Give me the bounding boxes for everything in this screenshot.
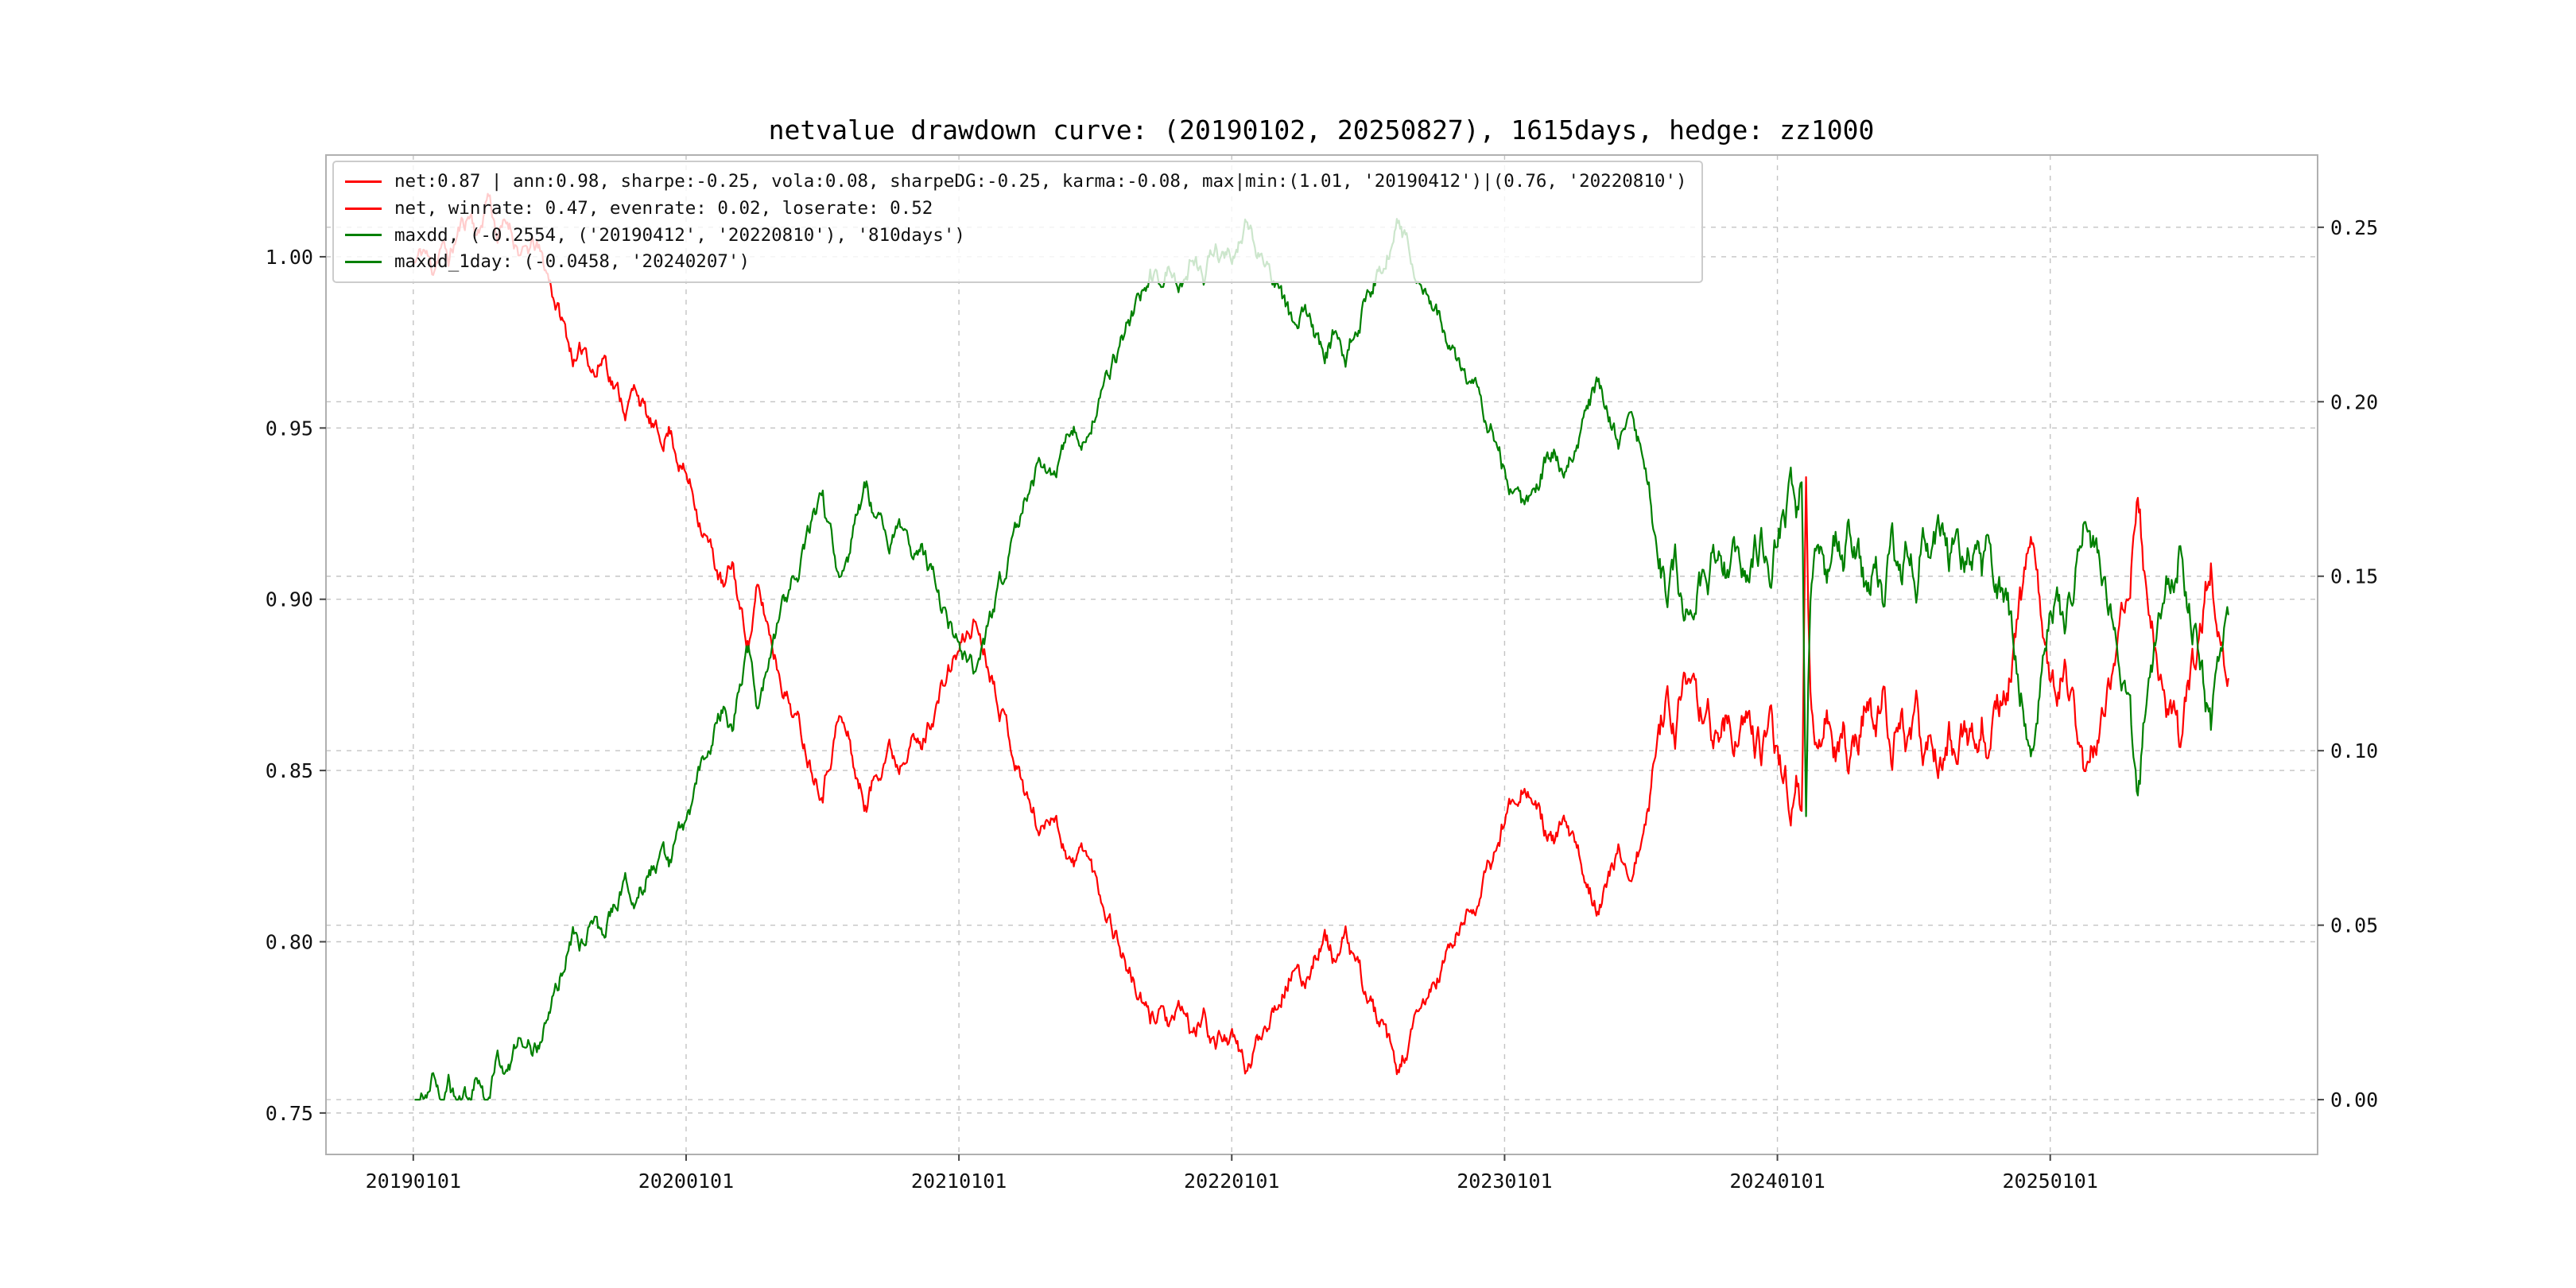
- legend-entry: maxdd, (-0.2554, ('20190412', '20220810'…: [345, 224, 1687, 247]
- x-tick-label: 20240101: [1729, 1170, 1825, 1193]
- x-tick-label: 20220101: [1184, 1170, 1279, 1193]
- x-tick-label: 20200101: [638, 1170, 734, 1193]
- legend-entry: net, winrate: 0.47, evenrate: 0.02, lose…: [345, 197, 1687, 220]
- x-tick-label: 20190101: [366, 1170, 461, 1193]
- net-line: [413, 192, 2229, 1076]
- left-tick-label: 0.80: [266, 930, 313, 953]
- x-tick-label: 20230101: [1457, 1170, 1552, 1193]
- legend-line-swatch: [345, 180, 382, 183]
- maxdd-line: [414, 218, 2229, 1101]
- legend-entry: net:0.87 | ann:0.98, sharpe:-0.25, vola:…: [345, 170, 1687, 193]
- right-tick-label: 0.00: [2330, 1088, 2378, 1111]
- right-tick-label: 0.15: [2330, 565, 2378, 588]
- legend-entry: maxdd_1day: (-0.0458, '20240207'): [345, 250, 1687, 274]
- left-tick-label: 0.75: [266, 1102, 313, 1125]
- legend-entry-label: maxdd, (-0.2554, ('20190412', '20220810'…: [394, 224, 965, 246]
- x-tick-label: 20210101: [911, 1170, 1007, 1193]
- right-tick-label: 0.20: [2330, 390, 2378, 413]
- legend-entry-label: net, winrate: 0.47, evenrate: 0.02, lose…: [394, 197, 933, 219]
- right-tick-label: 0.05: [2330, 914, 2378, 937]
- tick-labels: 20190101 20200101 20210101 20220101 20230101…: [266, 216, 2378, 1193]
- left-tick-label: 1.00: [266, 246, 313, 269]
- legend-entry-label: maxdd_1day: (-0.0458, '20240207'): [394, 251, 751, 273]
- grid-lines: [326, 155, 2318, 1154]
- x-tick-label: 20250101: [2003, 1170, 2098, 1193]
- legend-line-swatch: [345, 207, 382, 210]
- legend-line-swatch: [345, 261, 382, 264]
- chart-title: netvalue drawdown curve: (20190102, 2025…: [768, 114, 1875, 145]
- left-tick-label: 0.95: [266, 417, 313, 440]
- tick-marks: [320, 226, 2324, 1161]
- left-tick-label: 0.85: [266, 759, 313, 782]
- left-tick-label: 0.90: [266, 588, 313, 611]
- right-tick-label: 0.10: [2330, 739, 2378, 762]
- legend-line-swatch: [345, 234, 382, 237]
- legend: net:0.87 | ann:0.98, sharpe:-0.25, vola:…: [332, 161, 1703, 284]
- right-tick-label: 0.25: [2330, 216, 2378, 239]
- plot-border: [325, 154, 2318, 1155]
- legend-entry-label: net:0.87 | ann:0.98, sharpe:-0.25, vola:…: [394, 171, 1687, 192]
